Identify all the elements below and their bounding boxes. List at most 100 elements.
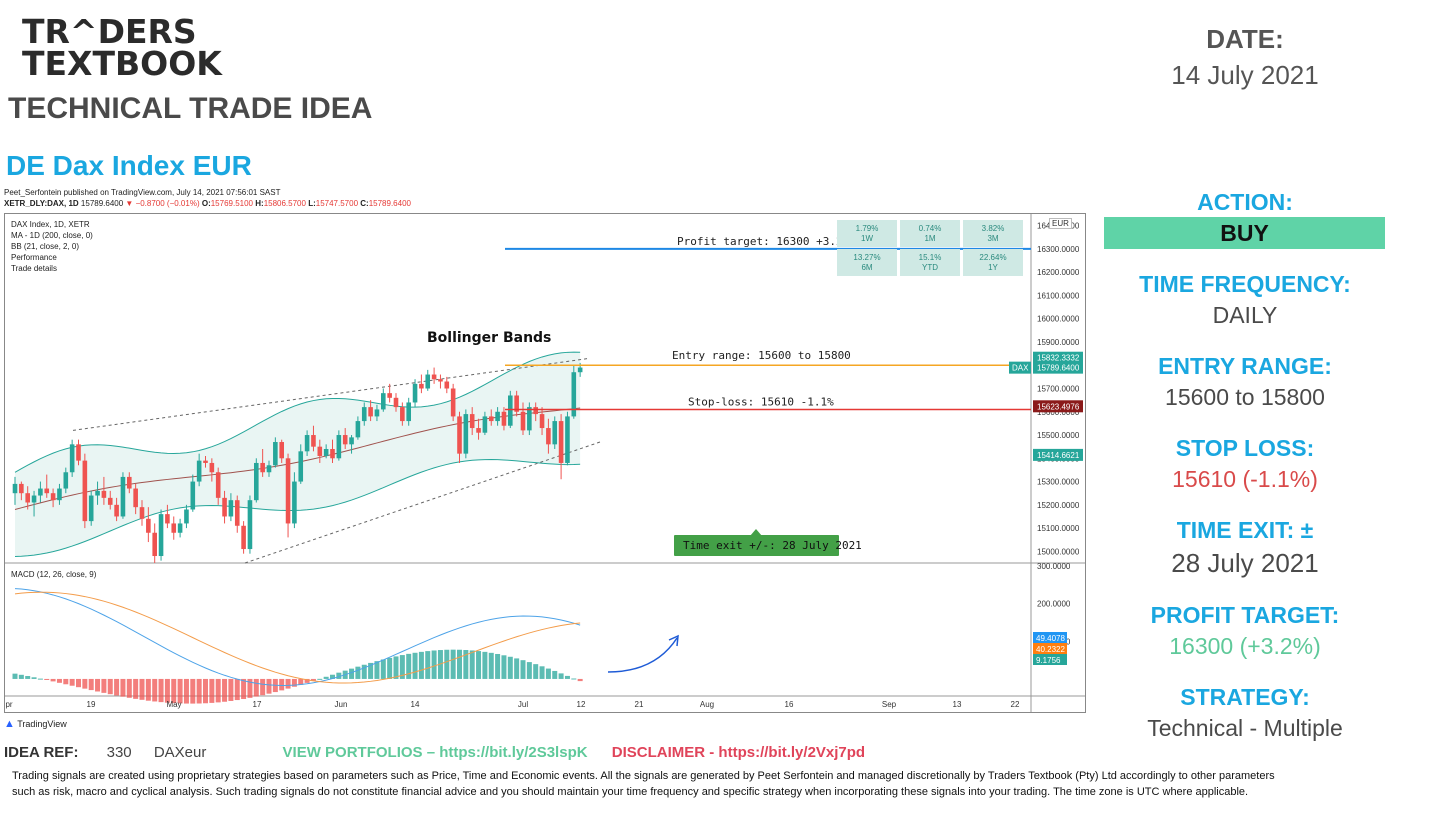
macd-histogram-bar	[361, 664, 367, 679]
disclaimer-link[interactable]: DISCLAIMER - https://bit.ly/2Vxj7pd	[611, 744, 866, 761]
candle-body	[285, 458, 291, 524]
candle-body	[400, 407, 405, 422]
symbol-info: XETR_DLY:DAX, 1D 15789.6400 ▼ −0.8700 (−…	[4, 199, 411, 208]
performance-cell: 22.64% 1Y	[963, 249, 1023, 276]
performance-value: 22.64%	[979, 253, 1007, 262]
macd-histogram-bar	[425, 651, 431, 679]
macd-histogram-bar	[336, 672, 342, 679]
macd-histogram-bar	[164, 678, 170, 703]
candle-body	[546, 428, 551, 445]
price-chart[interactable]: 16400.000016300.000016200.000016100.0000…	[4, 213, 1086, 713]
price-badge	[1033, 351, 1083, 364]
macd-histogram-bar	[241, 678, 247, 700]
price-tick-label: 15500.0000	[1037, 431, 1080, 440]
macd-histogram-bar	[520, 660, 526, 679]
strategy-value: Technical - Multiple	[1147, 715, 1343, 741]
time-tick-label: Jun	[335, 700, 348, 709]
candle-body	[438, 379, 443, 382]
candle-body	[476, 428, 481, 433]
candle-body	[571, 372, 577, 417]
macd-badge-text: 49.4078	[1036, 634, 1065, 643]
tradingview-label: TradingView	[17, 719, 67, 729]
candle-body	[25, 493, 30, 503]
macd-histogram-bar	[101, 678, 107, 693]
performance-cell: 0.74% 1M	[900, 220, 960, 247]
macd-histogram-bar	[431, 650, 437, 679]
macd-histogram-bar	[488, 652, 494, 679]
price-badge	[1033, 448, 1083, 461]
profit-target-label: PROFIT TARGET:	[1150, 602, 1340, 628]
macd-histogram-bar	[228, 678, 234, 701]
performance-value: 13.27%	[853, 253, 881, 262]
dax-tag-text: DAX	[1012, 364, 1029, 373]
strategy-label: STRATEGY:	[1180, 684, 1310, 710]
candle-body	[114, 504, 119, 517]
macd-histogram-bar	[552, 670, 558, 679]
performance-cell: 1.79% 1W	[837, 220, 897, 247]
candle-body	[88, 495, 94, 522]
candle-body	[450, 388, 456, 417]
logo-line-2: TEXTBOOK	[22, 44, 222, 83]
time-tick-label: 12	[577, 700, 586, 709]
performance-period: 3M	[987, 234, 999, 243]
tradingview-logo[interactable]: ▲ TradingView	[4, 718, 67, 730]
price-badge	[1033, 361, 1083, 374]
performance-value: 3.82%	[981, 224, 1005, 233]
candle-body	[317, 446, 323, 456]
macd-histogram-bar	[304, 678, 310, 683]
candle-body	[469, 414, 475, 429]
entry-range-value: 15600 to 15800	[1165, 384, 1325, 410]
price-tick-label: 15000.0000	[1037, 547, 1080, 556]
chart-canvas[interactable]: 16400.000016300.000016200.000016100.0000…	[5, 214, 1085, 712]
candle-body	[336, 435, 342, 459]
macd-badge	[1033, 654, 1067, 665]
macd-histogram-bar	[183, 678, 189, 704]
performance-cell: 15.1% YTD	[900, 249, 960, 276]
open-label: O:	[201, 199, 211, 208]
macd-histogram-bar	[317, 678, 323, 680]
macd-histogram-bar	[253, 678, 259, 697]
performance-value: 1.79%	[855, 224, 879, 233]
price-tick-label: 16300.0000	[1037, 245, 1080, 254]
candle-body	[57, 488, 62, 501]
candle-body	[565, 416, 570, 463]
macd-histogram-bar	[463, 650, 469, 679]
price-badge-text: 15832.3332	[1037, 354, 1080, 363]
profit-target-text: Profit target: 16300 +3.2%	[677, 235, 850, 248]
macd-histogram-bar	[444, 649, 450, 679]
close-label: C:	[360, 199, 369, 208]
candle-body	[533, 407, 538, 415]
macd-histogram-bar	[56, 678, 62, 683]
time-frequency-label: TIME FREQUENCY:	[1139, 271, 1351, 297]
macd-histogram-bar	[399, 655, 405, 679]
performance-cell: 13.27% 6M	[837, 249, 897, 276]
macd-histogram-bar	[387, 657, 393, 679]
candle-body	[120, 476, 126, 517]
candle-body	[158, 514, 164, 557]
view-portfolios-link[interactable]: VIEW PORTFOLIOS – https://bit.ly/2S3lspK	[282, 744, 588, 761]
legend-item: Trade details	[11, 264, 57, 273]
currency-badge[interactable]: EUR	[1049, 218, 1072, 229]
macd-histogram-bar	[380, 659, 386, 679]
macd-tick-label: 300.0000	[1037, 562, 1071, 571]
candle-body	[374, 409, 380, 417]
price-badge	[1033, 400, 1083, 413]
candle-body	[260, 462, 265, 473]
time-tick-label: pr	[5, 700, 12, 709]
trend-arrow-head	[668, 634, 679, 647]
candle-body	[381, 393, 386, 410]
close-value: 15789.6400	[368, 199, 411, 208]
low-label: L:	[308, 199, 316, 208]
candle-body	[311, 435, 316, 447]
price-tick-label: 15300.0000	[1037, 478, 1080, 487]
candle-body	[393, 397, 399, 408]
trend-arrow	[607, 637, 678, 673]
macd-histogram-bar	[114, 678, 120, 696]
macd-histogram-bar	[374, 661, 380, 679]
candle-body	[552, 421, 558, 445]
date-value: 14 July 2021	[1171, 60, 1319, 90]
candle-body	[501, 411, 507, 426]
disclaimer-text: Trading signals are created using propri…	[12, 770, 1275, 798]
symbol-name: XETR_DLY:DAX, 1D	[4, 199, 79, 208]
price-tick-label: 15700.0000	[1037, 385, 1080, 394]
